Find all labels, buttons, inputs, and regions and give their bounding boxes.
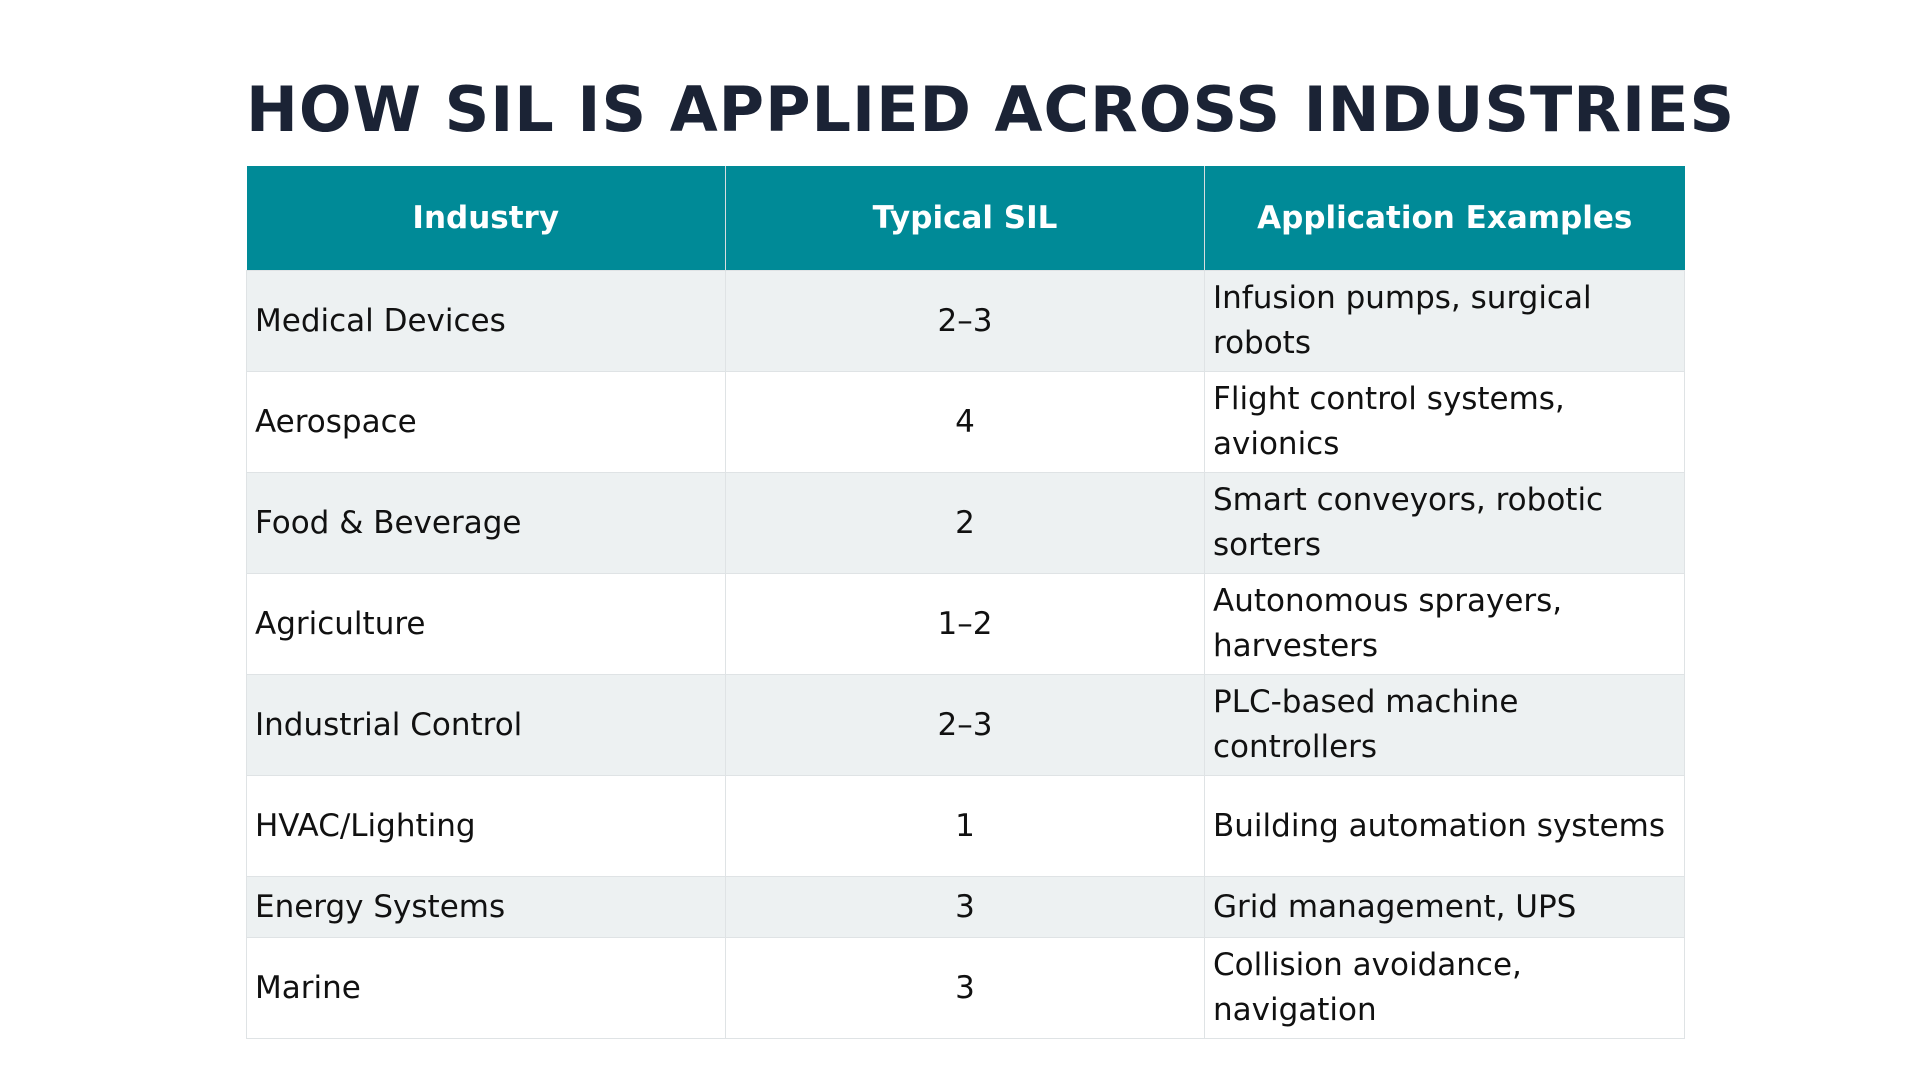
examples-cell: Grid management, UPS [1204,876,1685,938]
examples-cell: PLC-based machine controllers [1204,674,1685,776]
industry-cell: HVAC/Lighting [246,775,726,877]
industry-cell: Medical Devices [246,270,726,372]
industry-cell: Industrial Control [246,674,726,776]
sil-cell: 2 [725,472,1205,574]
table-row: Food & Beverage 2 Smart conveyors, robot… [246,472,1685,574]
examples-cell: Collision avoidance, navigation [1204,937,1685,1039]
examples-cell: Flight control systems, avionics [1204,371,1685,473]
industry-cell: Agriculture [246,573,726,675]
table-row: HVAC/Lighting 1 Building automation syst… [246,775,1685,877]
table-header-row: Industry Typical SIL Application Example… [246,166,1685,271]
sil-cell: 3 [725,876,1205,938]
examples-cell: Autonomous sprayers, harvesters [1204,573,1685,675]
examples-cell: Building automation systems [1204,775,1685,877]
table-row: Industrial Control 2–3 PLC-based machine… [246,674,1685,776]
industry-cell: Energy Systems [246,876,726,938]
sil-cell: 1 [725,775,1205,877]
industry-cell: Marine [246,937,726,1039]
column-header-typical-sil: Typical SIL [725,166,1205,271]
sil-cell: 3 [725,937,1205,1039]
industry-cell: Aerospace [246,371,726,473]
examples-cell: Smart conveyors, robotic sorters [1204,472,1685,574]
sil-industry-table: Industry Typical SIL Application Example… [246,166,1685,1039]
table-row: Agriculture 1–2 Autonomous sprayers, har… [246,573,1685,675]
table-row: Aerospace 4 Flight control systems, avio… [246,371,1685,473]
table-row: Medical Devices 2–3 Infusion pumps, surg… [246,270,1685,372]
table-row: Marine 3 Collision avoidance, navigation [246,937,1685,1039]
examples-cell: Infusion pumps, surgical robots [1204,270,1685,372]
column-header-application-examples: Application Examples [1204,166,1685,271]
sil-cell: 1–2 [725,573,1205,675]
industry-cell: Food & Beverage [246,472,726,574]
table-row: Energy Systems 3 Grid management, UPS [246,876,1685,938]
column-header-industry: Industry [246,166,726,271]
sil-cell: 2–3 [725,674,1205,776]
sil-cell: 2–3 [725,270,1205,372]
sil-cell: 4 [725,371,1205,473]
page-title: HOW SIL IS APPLIED ACROSS INDUSTRIES [246,73,1736,146]
